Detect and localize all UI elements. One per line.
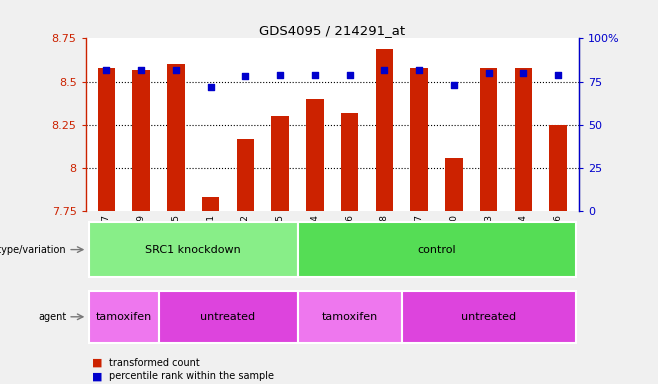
- Bar: [97, 68, 115, 211]
- Point: [518, 70, 528, 76]
- Bar: [515, 68, 532, 211]
- Bar: [297, 291, 402, 343]
- Title: GDS4095 / 214291_at: GDS4095 / 214291_at: [259, 24, 405, 37]
- Text: tamoxifen: tamoxifen: [322, 312, 378, 322]
- Bar: [167, 65, 185, 211]
- Bar: [132, 70, 150, 211]
- Point: [449, 82, 459, 88]
- Text: ■: ■: [92, 358, 103, 368]
- Point: [379, 66, 390, 73]
- Bar: [445, 157, 463, 211]
- Point: [414, 66, 424, 73]
- Bar: [202, 197, 219, 211]
- Point: [484, 70, 494, 76]
- Bar: [411, 68, 428, 211]
- Point: [310, 72, 320, 78]
- Bar: [549, 125, 567, 211]
- Point: [240, 73, 251, 79]
- Text: percentile rank within the sample: percentile rank within the sample: [109, 371, 274, 381]
- Bar: [306, 99, 324, 211]
- Bar: [89, 222, 297, 277]
- Point: [553, 72, 563, 78]
- Text: SRC1 knockdown: SRC1 knockdown: [145, 245, 241, 255]
- Bar: [237, 139, 254, 211]
- Text: tamoxifen: tamoxifen: [95, 312, 152, 322]
- Bar: [89, 291, 159, 343]
- Bar: [297, 222, 576, 277]
- Point: [101, 66, 112, 73]
- Text: untreated: untreated: [201, 312, 255, 322]
- Bar: [376, 49, 393, 211]
- Bar: [272, 116, 289, 211]
- Point: [275, 72, 286, 78]
- Text: ■: ■: [92, 371, 103, 381]
- Bar: [480, 68, 497, 211]
- Text: genotype/variation: genotype/variation: [0, 245, 66, 255]
- Point: [170, 66, 181, 73]
- Bar: [402, 291, 576, 343]
- Point: [205, 84, 216, 90]
- Text: control: control: [417, 245, 456, 255]
- Text: agent: agent: [38, 312, 66, 322]
- Text: transformed count: transformed count: [109, 358, 199, 368]
- Point: [136, 66, 147, 73]
- Bar: [341, 113, 359, 211]
- Bar: [159, 291, 297, 343]
- Text: untreated: untreated: [461, 312, 517, 322]
- Point: [344, 72, 355, 78]
